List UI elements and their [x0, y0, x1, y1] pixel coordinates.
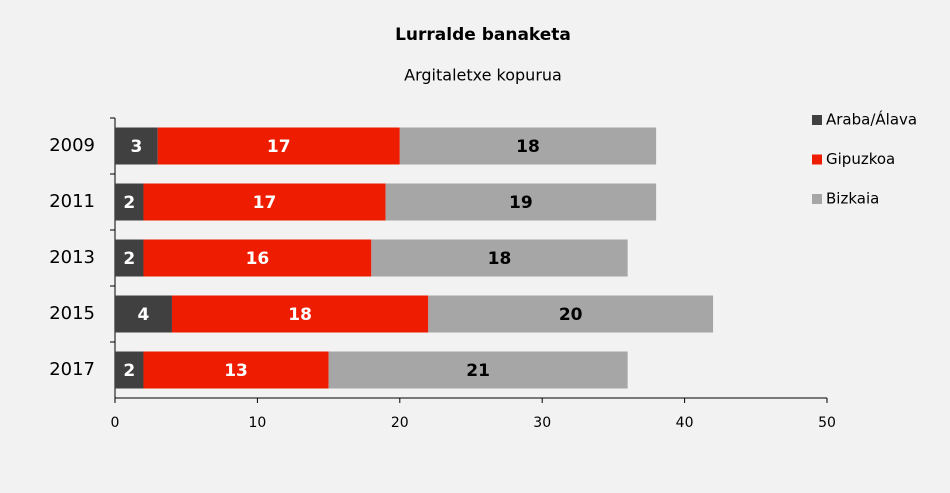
- bar-segment: [115, 183, 144, 221]
- y-tick-label: 2017: [49, 359, 95, 380]
- bar-segment: [428, 295, 714, 333]
- bar-segment: [143, 351, 329, 389]
- data-label: 4: [138, 305, 150, 325]
- bar-segment: [115, 239, 144, 277]
- x-tick-label: 50: [818, 415, 836, 431]
- x-tick-label: 0: [111, 415, 120, 431]
- chart-subtitle: Argitaletxe kopurua: [404, 66, 562, 85]
- bar-segment: [115, 127, 158, 165]
- data-label: 17: [253, 193, 277, 213]
- data-label: 3: [130, 137, 142, 157]
- data-label: 17: [267, 137, 291, 157]
- data-label: 16: [246, 249, 270, 269]
- y-tick-label: 2013: [49, 247, 95, 268]
- data-label: 2: [123, 193, 135, 213]
- x-tick-label: 30: [533, 415, 551, 431]
- y-tick-label: 2015: [49, 303, 95, 324]
- legend-swatch: [812, 115, 822, 125]
- legend-label: Bizkaia: [826, 190, 879, 208]
- legend-swatch: [812, 154, 822, 165]
- bar-segment: [399, 127, 657, 165]
- data-label: 2: [123, 249, 135, 269]
- x-tick-label: 10: [248, 415, 266, 431]
- bar-segment: [143, 183, 386, 221]
- bar-segment: [371, 239, 628, 277]
- bar-segment: [157, 127, 400, 165]
- data-label: 19: [509, 193, 533, 213]
- data-label: 18: [516, 137, 540, 157]
- bar-segment: [143, 239, 372, 277]
- legend-label: Araba/Álava: [826, 110, 917, 129]
- bar-segment: [115, 295, 172, 333]
- bar-segment: [115, 351, 144, 389]
- chart-title: Lurralde banaketa: [395, 25, 571, 45]
- y-tick-label: 2009: [49, 135, 95, 156]
- data-label: 20: [559, 305, 583, 325]
- data-label: 18: [288, 305, 312, 325]
- bar-segment: [328, 351, 628, 389]
- x-tick-label: 40: [676, 415, 694, 431]
- legend-swatch: [812, 194, 822, 204]
- data-label: 21: [466, 361, 490, 381]
- data-label: 18: [488, 249, 512, 269]
- bar-segment: [171, 295, 429, 333]
- legend-label: Gipuzkoa: [826, 150, 895, 168]
- x-tick-label: 20: [391, 415, 409, 431]
- data-label: 13: [224, 361, 248, 381]
- data-label: 2: [123, 361, 135, 381]
- bar-segment: [385, 183, 657, 221]
- y-tick-label: 2011: [49, 191, 95, 212]
